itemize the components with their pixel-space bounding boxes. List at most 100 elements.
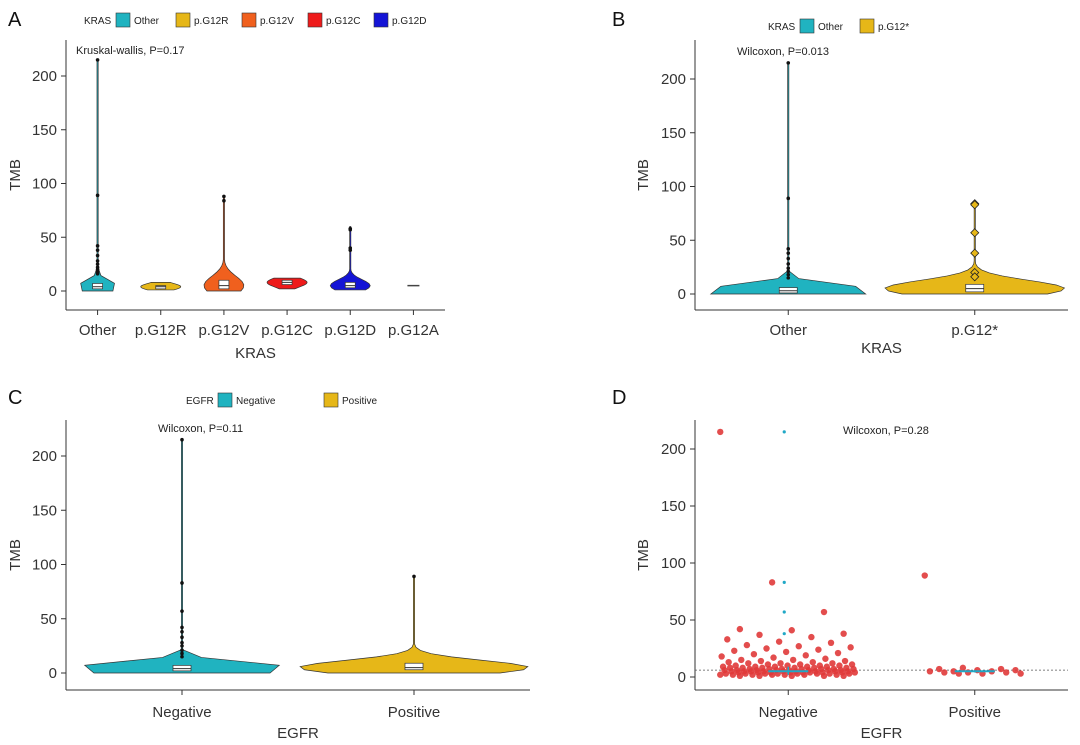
panel-C: C 0 50 100 150 200 Negative Positive EGFR TMB Wilc… (7, 387, 530, 742)
x-axis-title: EGFR (861, 725, 903, 742)
violin-p.G12C (266, 277, 308, 290)
panel-letter: A (8, 9, 22, 31)
violin-Other (80, 58, 115, 292)
outlier-point (348, 227, 353, 232)
scatter-Positive (921, 572, 1024, 677)
y-tick-label: 0 (678, 286, 686, 303)
data-point (840, 630, 847, 637)
outlier-point (222, 194, 226, 199)
outlier-point (180, 581, 184, 585)
outlier-point (786, 256, 791, 261)
data-point (743, 641, 751, 649)
outlier-point (348, 248, 353, 252)
y-axis-title: TMB (635, 539, 652, 571)
x-axis-title: KRAS (861, 340, 902, 357)
data-point (781, 671, 788, 678)
data-point (770, 654, 777, 661)
outlier-point (180, 635, 184, 639)
iqr-box (344, 282, 356, 289)
legend-title: KRAS (84, 16, 112, 27)
y-tick-label: 200 (661, 441, 686, 458)
data-point (815, 646, 822, 653)
data-point (846, 670, 853, 677)
x-tick-label: p.G12* (951, 322, 998, 339)
outlier-point (786, 247, 791, 251)
y-tick-label: 50 (669, 612, 686, 629)
outlier-point (180, 625, 184, 630)
y-tick-label: 200 (32, 68, 57, 85)
stat-annotation: Kruskal-wallis, P=0.17 (76, 45, 185, 57)
x-tick-label: Negative (759, 704, 818, 721)
x-tick-label: p.G12R (135, 322, 187, 339)
data-point (789, 656, 797, 664)
data-point (757, 657, 765, 665)
stat-annotation: Wilcoxon, P=0.013 (737, 46, 829, 58)
violin-Positive (299, 574, 529, 674)
outlier-point (786, 276, 791, 280)
data-point (834, 649, 842, 657)
panel-letter: C (8, 387, 22, 409)
scatter-Negative (717, 428, 859, 680)
highlight-marker (782, 610, 786, 614)
x-tick-label: Other (769, 322, 807, 339)
legend: KRAS Other p.G12R p.G12V p.G12C p.G12D (84, 12, 426, 28)
outlier-point (786, 196, 791, 201)
x-axis-title: KRAS (235, 345, 276, 362)
data-point (717, 428, 724, 436)
highlight-marker (782, 430, 786, 434)
data-point (833, 671, 840, 678)
data-point (827, 639, 835, 646)
legend-swatch (175, 12, 191, 28)
iqr-box (404, 662, 424, 671)
violin-body (299, 576, 529, 674)
y-tick-label: 0 (49, 283, 57, 300)
x-tick-label: Negative (152, 704, 211, 721)
y-tick-label: 150 (661, 125, 686, 142)
y-tick-label: 0 (678, 669, 686, 686)
data-point (722, 670, 730, 677)
iqr-box (172, 665, 192, 672)
y-tick-label: 50 (669, 232, 686, 249)
outlier-point (786, 272, 791, 277)
x-tick-label: Positive (388, 704, 441, 721)
legend-swatch (307, 12, 323, 28)
stat-annotation: Wilcoxon, P=0.28 (843, 425, 929, 437)
outlier-point (786, 251, 791, 255)
data-point (742, 670, 749, 677)
data-point (841, 657, 849, 665)
highlight-marker (782, 580, 786, 584)
panel-letter: D (612, 387, 626, 409)
data-point (756, 672, 763, 680)
outlier-point (180, 437, 184, 442)
violin-p.G12R (140, 282, 182, 291)
legend-item-label: Other (134, 16, 160, 27)
data-point (997, 665, 1005, 673)
data-point (756, 631, 763, 639)
outlier-point (95, 193, 100, 198)
outlier-point (95, 253, 100, 258)
data-point (777, 660, 784, 667)
data-point (736, 625, 744, 633)
y-tick-label: 100 (32, 557, 57, 574)
data-point (775, 638, 783, 645)
violin-p.G12D (329, 226, 371, 291)
data-point (718, 653, 725, 660)
data-point (935, 665, 943, 673)
outlier-point (970, 272, 980, 282)
data-point (761, 670, 769, 677)
x-tick-label: Other (79, 322, 117, 339)
x-axis-title: EGFR (277, 725, 319, 742)
data-point (1012, 666, 1019, 674)
data-point (795, 643, 802, 650)
data-point (840, 672, 847, 680)
data-point (820, 672, 828, 680)
data-point (964, 669, 972, 676)
y-tick-label: 100 (661, 179, 686, 196)
legend-swatch (799, 18, 815, 34)
iqr-box (92, 283, 103, 290)
legend-swatch (323, 392, 339, 408)
outlier-point (95, 248, 100, 252)
x-tick-label: Positive (948, 704, 1001, 721)
y-tick-label: 150 (32, 502, 57, 519)
legend-item-label: p.G12R (194, 16, 228, 27)
